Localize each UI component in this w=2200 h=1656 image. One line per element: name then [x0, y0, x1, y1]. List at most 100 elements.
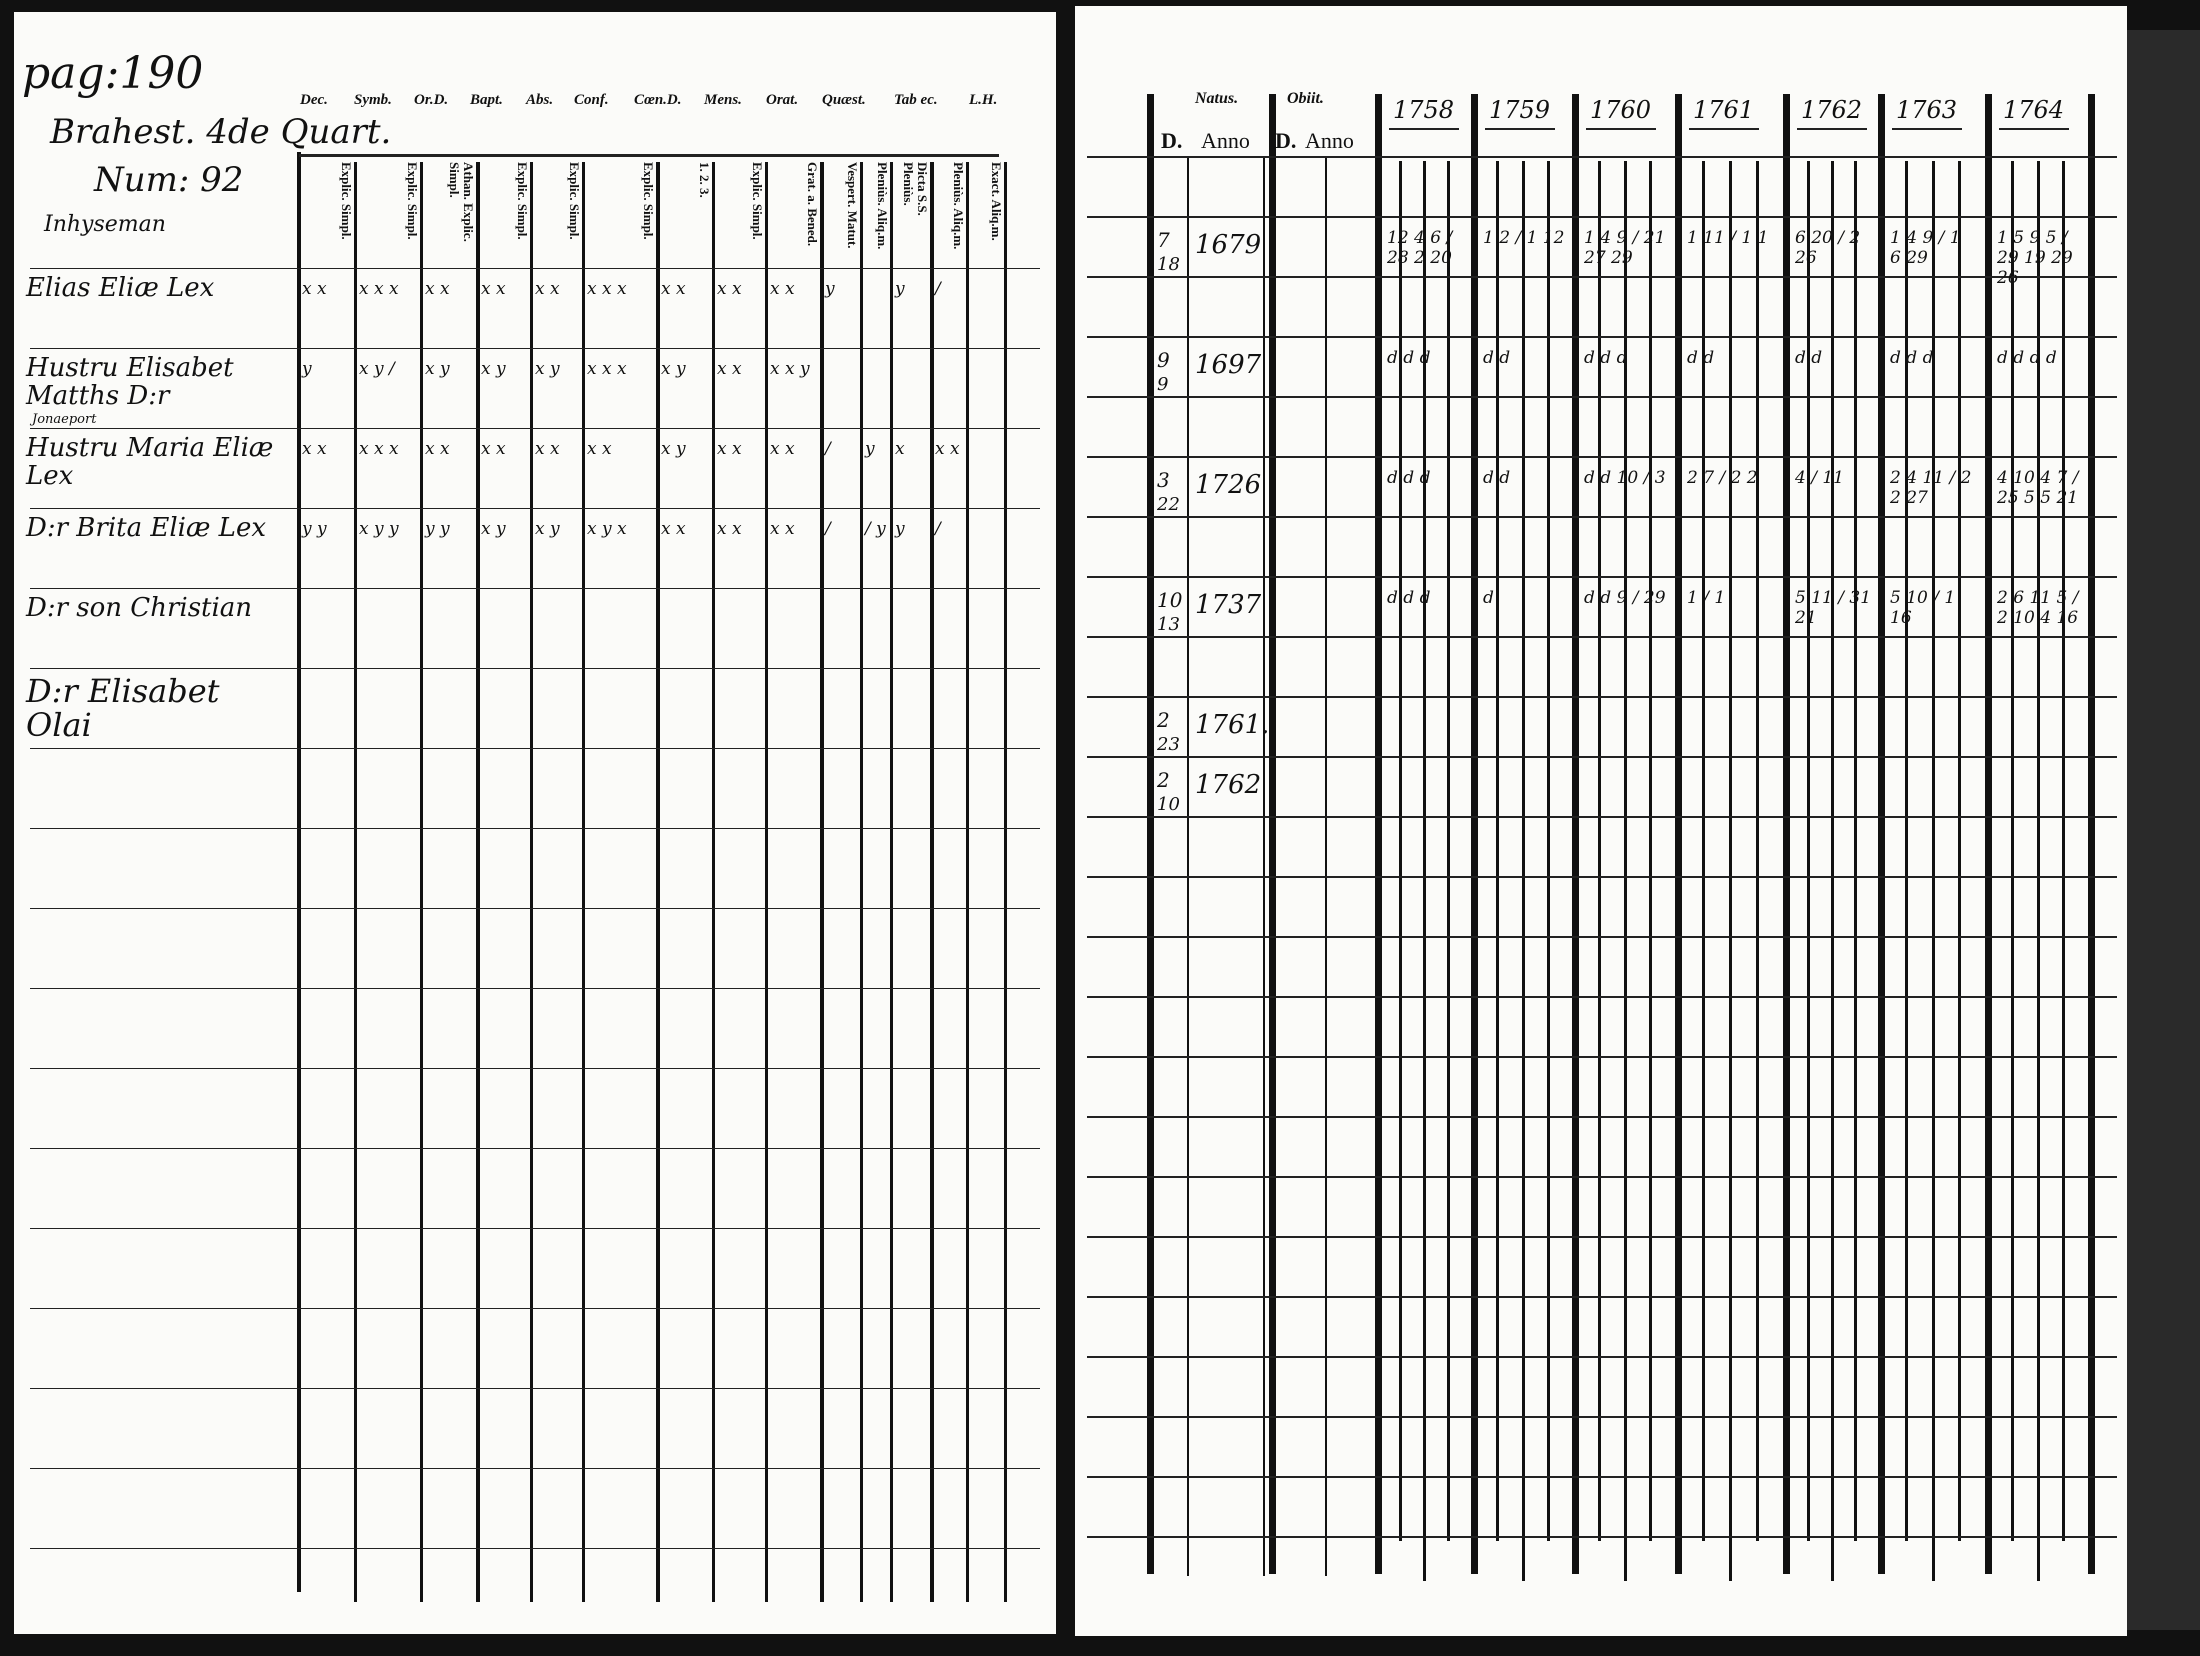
- year-header: 1763: [1896, 96, 1958, 124]
- column-line: [765, 162, 768, 1602]
- entry-cell: 1 5 9 5 / 29 19 29 26: [1997, 228, 2073, 288]
- row-line: [30, 1468, 1040, 1469]
- column-line: [1702, 161, 1705, 1541]
- column-line: [1756, 161, 1759, 1541]
- column-header: Explic. Simpl.: [515, 162, 530, 240]
- row-line: [30, 668, 1040, 669]
- exam-mark: x x: [535, 439, 560, 459]
- column-line: [1187, 156, 1189, 1576]
- column-line: [582, 162, 585, 1602]
- column-line: [930, 162, 934, 1602]
- exam-mark: x y: [535, 359, 560, 379]
- year-underline: [1689, 128, 1759, 130]
- column-line: [1325, 156, 1327, 1576]
- column-header: Explic. Simpl.: [405, 162, 420, 240]
- exam-mark: x x y: [770, 359, 810, 379]
- column-header: Grat. a. Bened.: [805, 162, 820, 247]
- top-header: Mens.: [704, 92, 742, 108]
- entry-cell: d d: [1483, 348, 1511, 368]
- place-label: Brahest. 4de Quart.: [50, 112, 392, 152]
- exam-mark: x x: [661, 279, 686, 299]
- row-line: [1087, 1236, 2117, 1238]
- person-name: D:r son Christian: [26, 593, 253, 623]
- exam-mark: x: [895, 439, 905, 459]
- exam-mark: x y: [535, 519, 560, 539]
- row-line: [1087, 1416, 2117, 1418]
- row-line: [1087, 756, 2117, 758]
- column-line: [1399, 161, 1402, 1541]
- column-header: Explic. Simpl.: [339, 162, 354, 240]
- row-line: [1087, 1536, 2117, 1538]
- top-header: Symb.: [354, 92, 392, 108]
- exam-mark: x x: [935, 439, 960, 459]
- top-header: Conf.: [574, 92, 609, 108]
- column-line: [1904, 161, 1908, 1541]
- bold-column-line: [1878, 94, 1885, 1574]
- entry-cell: d d 10 / 3: [1584, 468, 1666, 488]
- entry-cell: 5 11 / 31 21: [1795, 588, 1872, 628]
- entry-cell: 1 11 / 1 1: [1687, 228, 1769, 248]
- row-line: [30, 988, 1040, 989]
- birth-day: 9: [1157, 348, 1170, 372]
- entry-cell: 6 20 / 2 26: [1795, 228, 1861, 268]
- row-line: [1087, 1116, 2117, 1118]
- row-line: [30, 1068, 1040, 1069]
- top-header: Dec.: [300, 92, 328, 108]
- entry-cell: 2 4 11 / 2 2 27: [1890, 468, 1972, 508]
- year-underline: [1485, 128, 1555, 130]
- top-header: Abs.: [526, 92, 554, 108]
- column-line: [1597, 161, 1601, 1541]
- birth-year: 1726: [1195, 470, 1262, 500]
- birth-year: 1679: [1195, 230, 1262, 260]
- year-header: 1761: [1693, 96, 1755, 124]
- row-line: [30, 1228, 1040, 1229]
- column-line: [1649, 161, 1653, 1541]
- exam-mark: x x x: [587, 279, 627, 299]
- column-line: [2062, 161, 2066, 1541]
- birth-day: 2: [1157, 768, 1170, 792]
- bold-column-line: [1375, 94, 1382, 1574]
- exam-mark: x x: [717, 359, 742, 379]
- column-header: Dicta S.S. Pleniùs.: [901, 162, 930, 216]
- exam-mark: x y y: [359, 519, 399, 539]
- natus-label: Natus.: [1195, 90, 1239, 107]
- exam-mark: y y: [302, 519, 327, 539]
- birth-year: 1761.: [1195, 710, 1270, 740]
- column-line: [476, 162, 480, 1602]
- bold-column-line: [1147, 94, 1154, 1574]
- birth-year: 1697: [1195, 350, 1262, 380]
- year-header: 1758: [1393, 96, 1455, 124]
- row-line: [1087, 216, 2117, 218]
- row-line: [1087, 1476, 2117, 1478]
- exam-mark: x x: [425, 279, 450, 299]
- exam-mark: x y /: [359, 359, 395, 379]
- exam-mark: / y: [865, 519, 886, 539]
- entry-cell: 2 7 / 2 2: [1687, 468, 1758, 488]
- obiit-label: Obiit.: [1287, 90, 1324, 107]
- row-line: [1087, 516, 2117, 518]
- entry-cell: 4 / 11: [1795, 468, 1844, 488]
- column-line: [820, 162, 824, 1602]
- column-line: [1931, 161, 1935, 1581]
- row-line: [1087, 396, 2117, 398]
- exam-mark: x x x: [359, 279, 399, 299]
- exam-mark: y: [865, 439, 875, 459]
- right-page: Natus. Obiit. D. Anno D. Anno 1758 1759 17…: [1075, 6, 2127, 1636]
- exam-mark: x x: [302, 279, 327, 299]
- entry-cell: d d d d: [1997, 348, 2057, 368]
- birth-month: 23: [1157, 734, 1180, 755]
- entry-cell: d d d: [1890, 348, 1934, 368]
- birth-year: 1737: [1195, 590, 1262, 620]
- exam-mark: x y: [661, 359, 686, 379]
- exam-mark: x x: [481, 279, 506, 299]
- exam-mark: x x: [770, 279, 795, 299]
- birth-year: 1762: [1195, 770, 1262, 800]
- column-header: Vespert. Matut.: [845, 162, 860, 249]
- column-line: [1806, 161, 1810, 1541]
- exam-mark: y y: [425, 519, 450, 539]
- person-note: Jonaeport: [32, 412, 97, 427]
- column-line: [1830, 161, 1834, 1581]
- birth-month: 13: [1157, 614, 1180, 635]
- birth-month: 22: [1157, 494, 1180, 515]
- exam-mark: x x x: [359, 439, 399, 459]
